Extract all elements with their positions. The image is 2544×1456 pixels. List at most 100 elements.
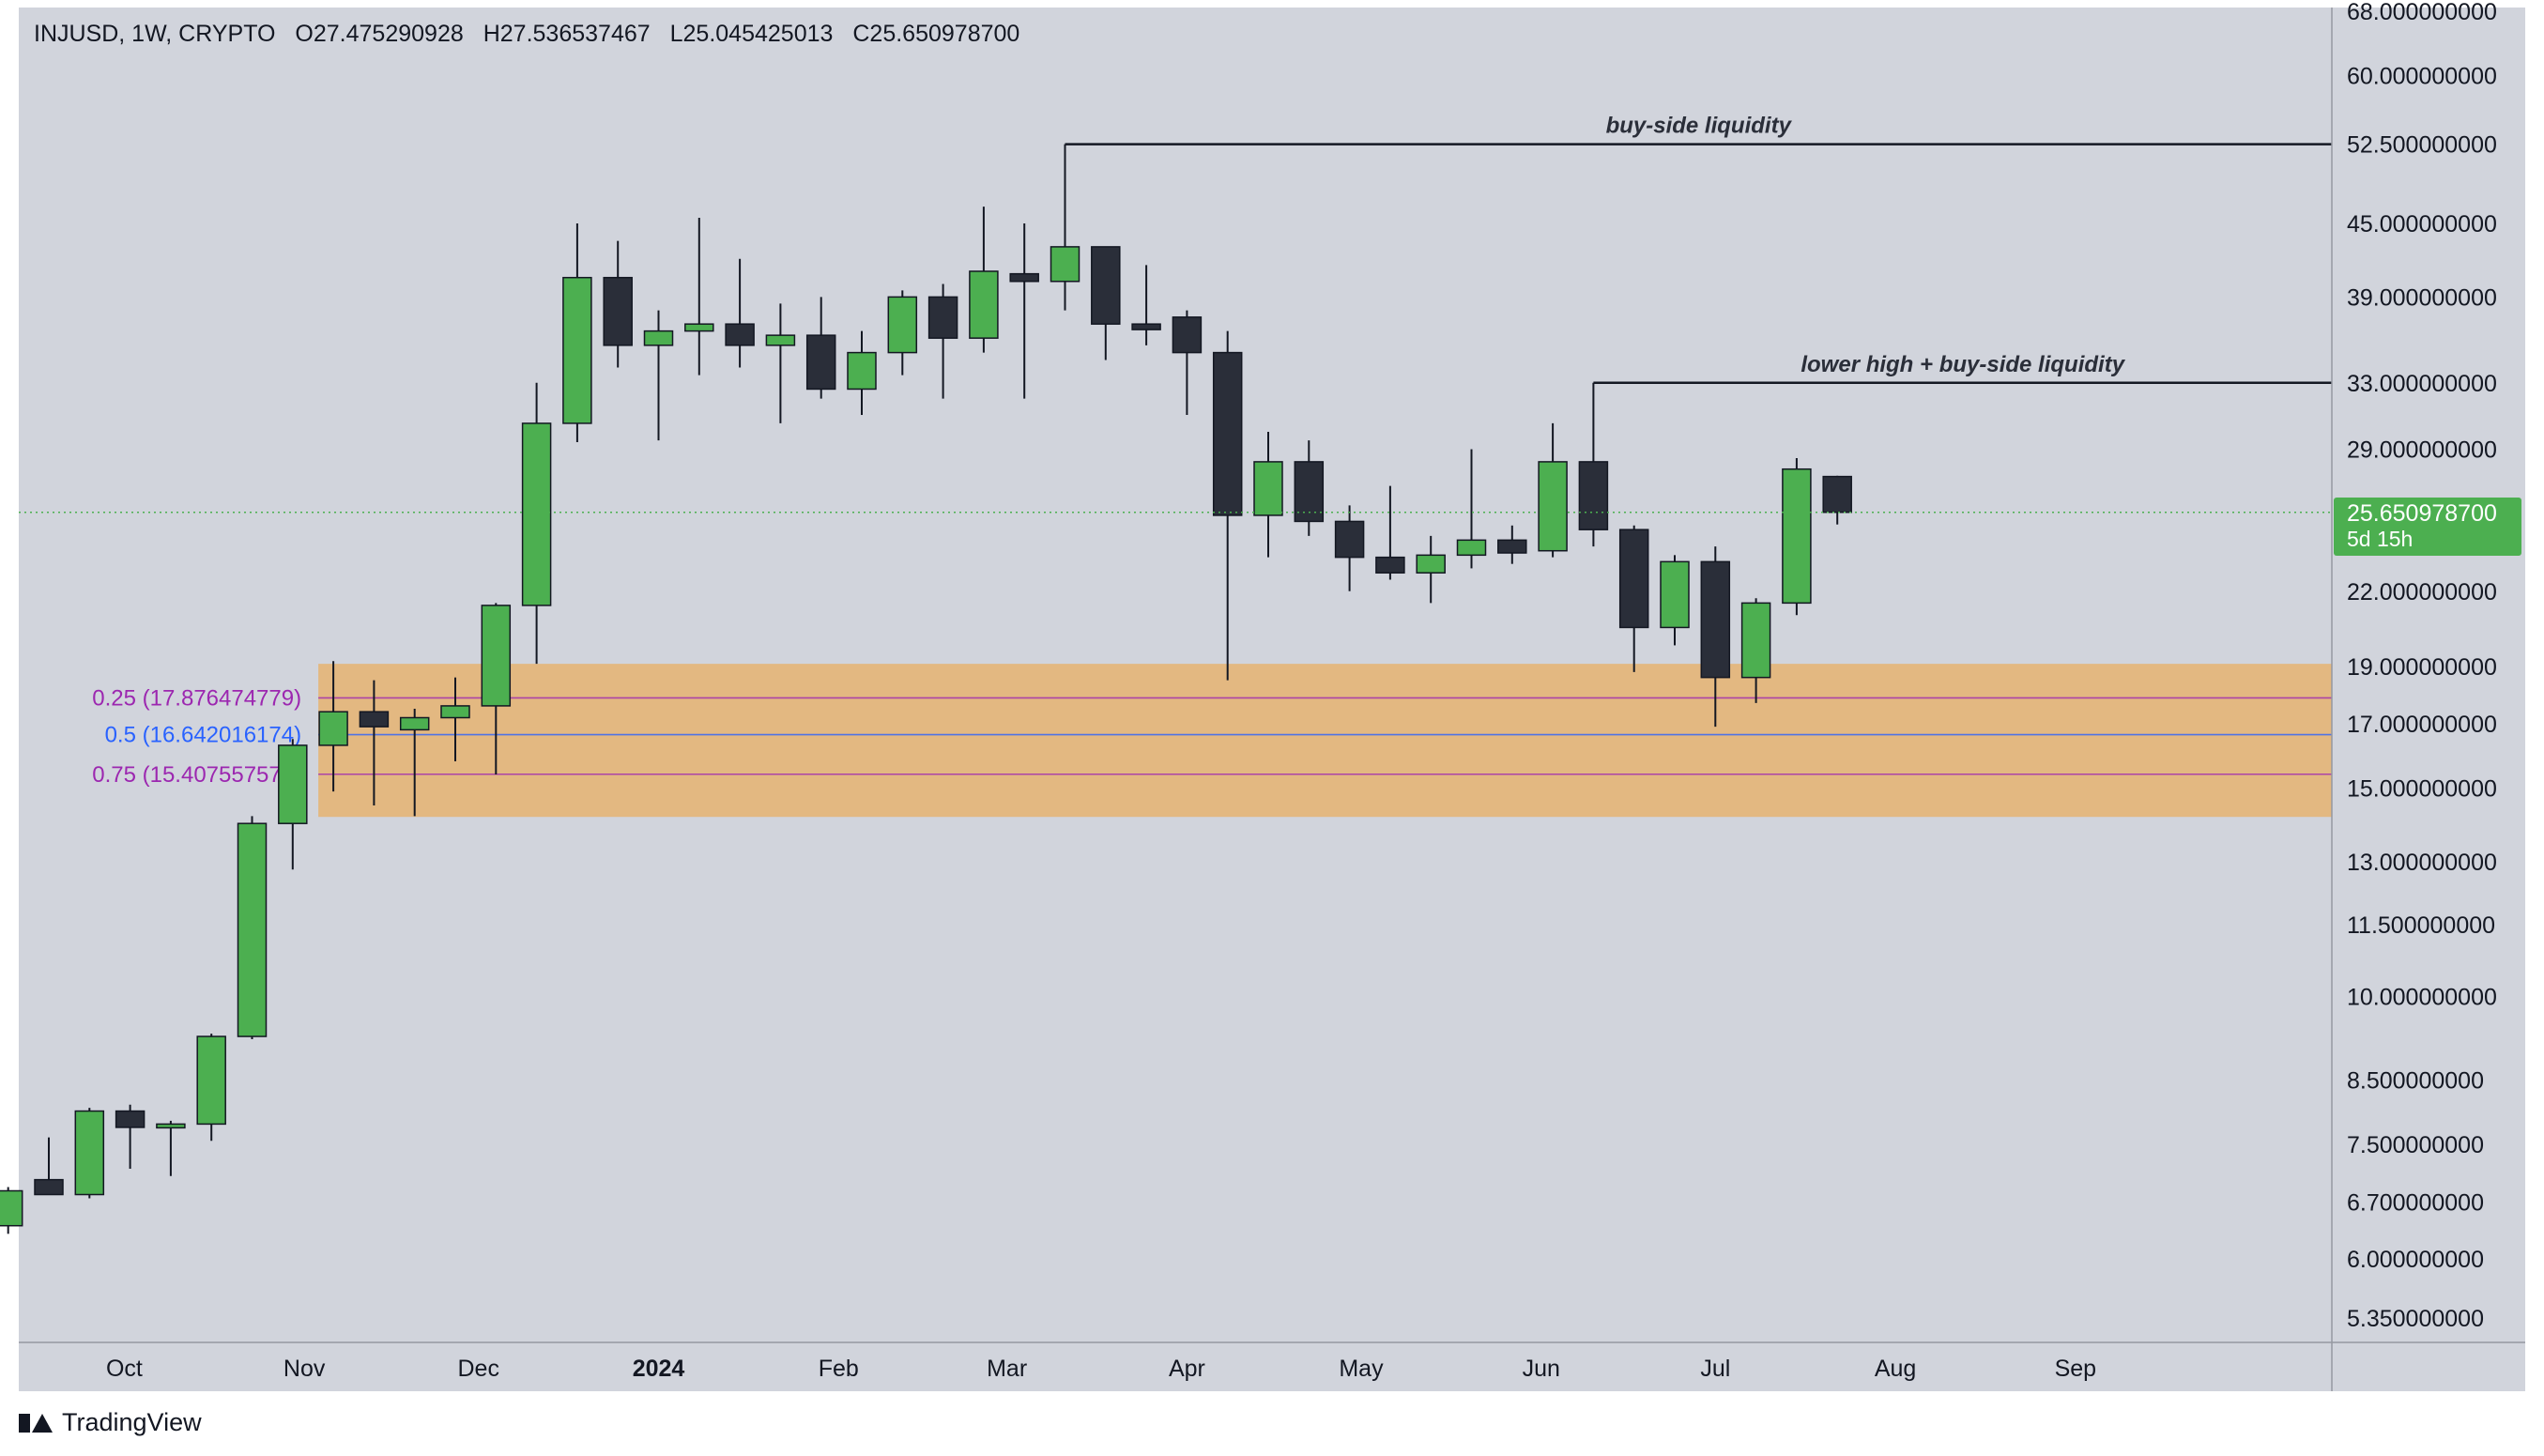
candle-2024-04-22[interactable] [1294,440,1325,536]
candle-body [0,1189,23,1227]
candle-2023-12-11[interactable] [521,382,552,665]
candle-body [1334,520,1365,559]
candle-2023-10-16[interactable] [196,1034,226,1142]
candle-2024-03-25[interactable] [1131,265,1161,345]
candle-body [1660,560,1690,629]
candle-2024-07-08[interactable] [1740,598,1771,703]
candle-2024-01-01[interactable] [643,310,674,441]
candle-2024-01-29[interactable] [805,297,836,399]
candle-body [684,323,714,332]
fib-05-label: 0.5 (16.642016174) [105,723,302,748]
candle-2023-12-25[interactable] [603,240,633,368]
price-tick-label: 13.000000000 [2347,850,2497,876]
candle-body [969,270,999,339]
candle-body [725,323,755,346]
candle-2024-02-12[interactable] [887,290,918,375]
symbol-legend[interactable]: INJUSD, 1W, CRYPTO O27.475290928 H27.536… [34,21,1033,48]
close-value: C25.650978700 [852,21,1020,47]
last-price-value: 25.650978700 [2347,500,2497,527]
candle-body [643,330,674,346]
time-tick-label: Apr [1169,1356,1205,1382]
candle-2023-10-30[interactable] [278,739,308,870]
candle-body [1253,461,1283,516]
candle-2023-10-09[interactable] [156,1120,186,1176]
candle-2023-11-06[interactable] [318,661,348,792]
brand-name: TradingView [62,1408,202,1436]
candle-layer[interactable] [0,144,1852,1234]
price-tick-label: 52.500000000 [2347,132,2497,159]
candle-body [156,1123,186,1129]
candle-2024-05-20[interactable] [1456,449,1487,569]
candle-body [359,711,390,728]
price-tick-label: 22.000000000 [2347,579,2497,605]
candle-2024-01-22[interactable] [765,303,796,423]
time-tick-label: May [1339,1356,1384,1382]
candle-2023-09-11[interactable] [0,1187,23,1234]
candle-body [1131,323,1161,330]
candle-body [562,276,592,424]
candle-2023-12-04[interactable] [481,603,512,775]
candle-body [1050,246,1080,283]
candle-2023-10-23[interactable] [237,816,268,1040]
candle-2024-06-24[interactable] [1660,555,1690,646]
time-tick-label: Dec [458,1356,499,1382]
candle-2023-12-18[interactable] [562,223,592,443]
candle-2023-11-13[interactable] [359,680,390,805]
candle-2024-07-22[interactable] [1822,475,1852,525]
time-tick-label: Jul [1700,1356,1730,1382]
fib-025-label: 0.25 (17.876474779) [92,685,301,711]
candle-body [887,296,918,354]
candle-2023-09-25[interactable] [74,1108,105,1199]
symbol-label[interactable]: INJUSD, 1W, CRYPTO [34,21,276,47]
candle-2024-02-05[interactable] [847,330,877,416]
high-value: H27.536537467 [483,21,651,47]
candle-body [196,1035,226,1126]
price-tick-label: 15.000000000 [2347,775,2497,802]
candle-body [1212,351,1243,516]
candle-2023-11-27[interactable] [440,677,470,761]
candle-body [440,705,470,719]
candle-body [847,351,877,391]
time-tick-label: Nov [284,1356,326,1382]
candle-2024-06-03[interactable] [1538,422,1568,558]
time-tick-label: Jun [1523,1356,1560,1382]
price-tick-label: 7.500000000 [2347,1132,2484,1158]
candle-2024-06-17[interactable] [1618,525,1649,672]
price-tick-label: 33.000000000 [2347,371,2497,397]
candle-body [1538,461,1568,552]
candle-2024-07-01[interactable] [1700,546,1731,728]
candle-2024-05-06[interactable] [1375,485,1405,580]
price-tick-label: 11.500000000 [2347,912,2495,939]
candle-2024-05-13[interactable] [1416,535,1446,604]
candle-2024-02-19[interactable] [927,284,958,399]
price-tick-label: 60.000000000 [2347,64,2497,90]
price-tick-label: 5.350000000 [2347,1306,2484,1332]
candle-2024-02-26[interactable] [969,207,999,353]
candle-2024-03-11[interactable] [1050,144,1080,311]
candle-2024-01-08[interactable] [684,217,714,375]
candle-2024-04-29[interactable] [1334,505,1365,591]
price-tick-label: 10.000000000 [2347,984,2497,1010]
candle-2023-10-02[interactable] [115,1104,146,1170]
candle-body [1578,461,1609,530]
candle-2024-01-15[interactable] [725,258,755,368]
candle-2024-06-10[interactable] [1578,382,1609,547]
candle-2024-04-15[interactable] [1253,431,1283,558]
time-tick-label: Mar [987,1356,1027,1382]
candle-2023-11-20[interactable] [399,709,430,817]
candle-2024-03-18[interactable] [1091,246,1121,360]
candle-2024-05-27[interactable] [1497,525,1527,564]
candle-body [399,716,430,731]
candle-2024-03-04[interactable] [1009,223,1039,399]
candle-2024-04-08[interactable] [1212,330,1243,681]
candle-2024-04-01[interactable] [1172,310,1203,416]
candle-body [1700,560,1731,679]
candle-body [1740,602,1771,679]
axis-layer[interactable]: 68.000000000 60.000000000 52.500000000 45.0… [19,0,2525,1391]
candle-body [1294,461,1325,523]
candle-2024-07-15[interactable] [1782,458,1812,616]
candle-2023-09-18[interactable] [34,1137,64,1196]
time-tick-label: Sep [2055,1356,2096,1382]
tradingview-brand[interactable]: TradingView [19,1408,202,1437]
